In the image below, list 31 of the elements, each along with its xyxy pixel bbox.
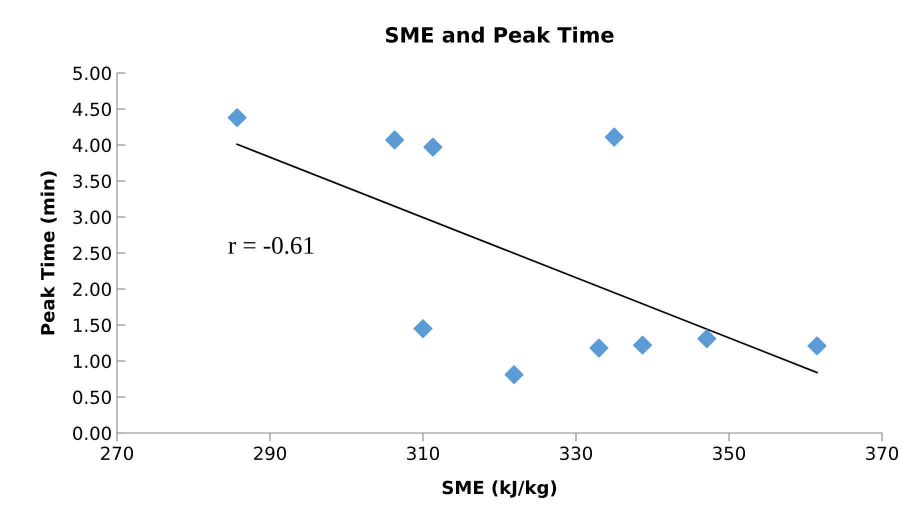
- point: [604, 128, 624, 147]
- point: [228, 108, 247, 128]
- x-axis-title: SME (kJ/kg): [442, 480, 556, 498]
- point: [414, 319, 432, 338]
- x-tick-label: 350: [713, 446, 746, 460]
- y-tick-label: 1.00: [74, 354, 111, 368]
- y-tick-label: 4.50: [72, 102, 111, 116]
- y-axis-title: Peak Time (min): [40, 171, 57, 334]
- point: [807, 336, 826, 356]
- point: [423, 138, 442, 157]
- x-tick-label: 270: [101, 446, 134, 460]
- y-tick-label: 5.00: [73, 66, 111, 80]
- y-tick-label: 2.00: [73, 282, 111, 296]
- x-tick-label: 330: [560, 446, 592, 460]
- y-tick-label: 2.50: [73, 246, 111, 260]
- x-tick-label: 310: [407, 446, 440, 460]
- y-tick-label: 3.00: [73, 210, 111, 224]
- y-tick-label: 0.00: [73, 426, 111, 440]
- point: [633, 336, 652, 355]
- x-tick-label: 290: [254, 446, 286, 460]
- point: [385, 130, 404, 150]
- y-tick-label: 0.50: [73, 390, 111, 404]
- y-tick-label: 3.50: [73, 174, 111, 188]
- y-tick-label: 4.00: [72, 138, 111, 152]
- y-tick-label: 1.50: [74, 318, 111, 332]
- annotation: r = -0.61: [228, 236, 314, 254]
- point: [697, 329, 716, 348]
- point: [504, 365, 524, 384]
- point: [589, 338, 608, 358]
- chart-title: SME and Peak Time: [386, 26, 614, 43]
- x-tick-label: 370: [866, 446, 898, 460]
